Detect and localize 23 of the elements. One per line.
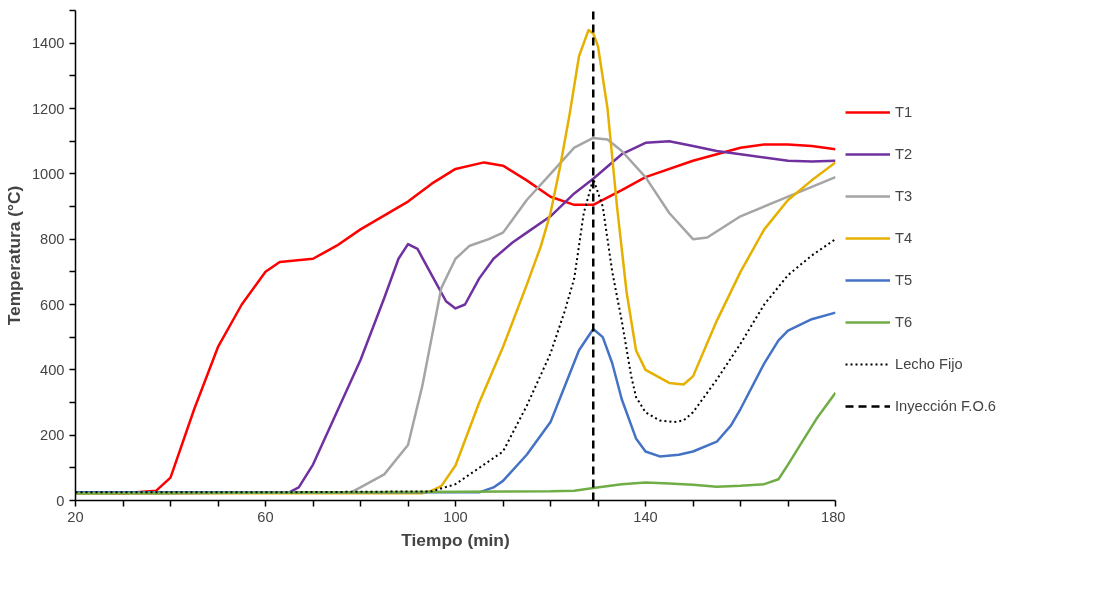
legend-label: T6 [895,314,914,330]
legend-label: Lecho Fijo [895,356,963,372]
y-tick-label: 1000 [31,165,65,182]
y-tick-label: 800 [40,231,65,248]
legend-label: T2 [895,146,914,162]
y-tick-label: 600 [40,296,65,313]
y-axis-title: Temperatura (°C) [3,185,24,326]
x-axis-title: Tiempo (min) [401,529,510,550]
y-tick-label: 1200 [31,100,65,117]
y-tick-label: 1400 [31,35,65,52]
x-tick-label: 100 [443,508,468,525]
legend-label: Inyección F.O.6 [895,398,997,414]
x-tick-label: 60 [257,508,274,525]
legend-label: T5 [895,272,914,288]
x-tick-label: 20 [67,508,84,525]
legend-label: T3 [895,188,914,204]
legend-label: T4 [895,230,914,246]
y-tick-label: 0 [56,492,65,509]
legend-label: T1 [895,104,914,120]
y-tick-label: 200 [40,427,65,444]
y-tick-label: 400 [40,361,65,378]
x-tick-label: 140 [633,508,658,525]
x-tick-label: 180 [821,508,846,525]
